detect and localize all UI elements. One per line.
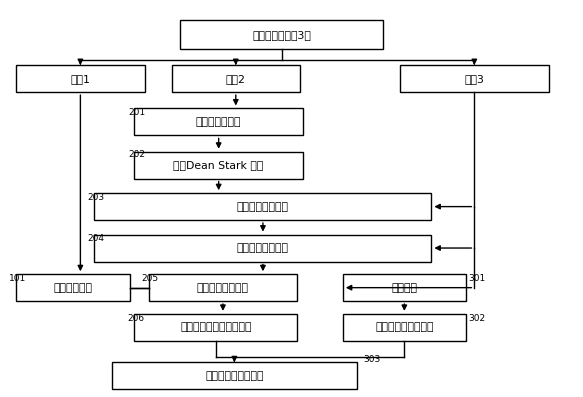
Bar (134, 152, 303, 179)
Text: 101: 101 (9, 274, 26, 283)
Text: 205: 205 (141, 274, 159, 283)
Text: 原始密度测定: 原始密度测定 (54, 283, 93, 293)
Bar (94, 193, 431, 220)
Text: 201: 201 (129, 108, 146, 117)
Text: 有机溶剂索式抜提: 有机溶剂索式抜提 (237, 202, 289, 212)
Text: 粉碎至一定粒度: 粉碎至一定粒度 (196, 117, 241, 127)
Bar (134, 314, 297, 341)
Bar (343, 274, 466, 301)
Bar (343, 314, 466, 341)
Bar (400, 65, 549, 92)
Text: 确定油主要赋存孔径: 确定油主要赋存孔径 (205, 371, 264, 381)
Text: 203: 203 (87, 193, 105, 202)
Bar (111, 362, 357, 389)
Text: 202: 202 (129, 150, 146, 159)
Text: 样品3: 样品3 (465, 74, 484, 84)
Text: 样品2: 样品2 (226, 74, 245, 84)
Text: 计算各孔径所占比例: 计算各孔径所占比例 (375, 322, 434, 332)
Text: 高压压汞: 高压压汞 (391, 283, 417, 293)
Text: 301: 301 (469, 274, 486, 283)
Bar (16, 65, 145, 92)
Text: 计算孔隙度、含油饱和度: 计算孔隙度、含油饱和度 (180, 322, 251, 332)
Text: 302: 302 (469, 314, 486, 323)
Text: 甲茸Dean Stark 抜提: 甲茸Dean Stark 抜提 (174, 160, 264, 170)
Text: 页岩颛粒体积测定: 页岩颛粒体积测定 (197, 283, 249, 293)
Bar (134, 108, 303, 135)
Text: 204: 204 (87, 234, 104, 243)
Bar (171, 65, 300, 92)
Text: 烘干去除剩余水分: 烘干去除剩余水分 (237, 243, 289, 253)
Text: 原始样品，分成3分: 原始样品，分成3分 (252, 30, 311, 40)
Text: 206: 206 (128, 314, 145, 323)
Text: 样品1: 样品1 (71, 74, 90, 84)
Bar (180, 20, 383, 49)
Bar (94, 235, 431, 262)
Text: 303: 303 (363, 355, 380, 364)
Bar (149, 274, 297, 301)
Bar (16, 274, 131, 301)
